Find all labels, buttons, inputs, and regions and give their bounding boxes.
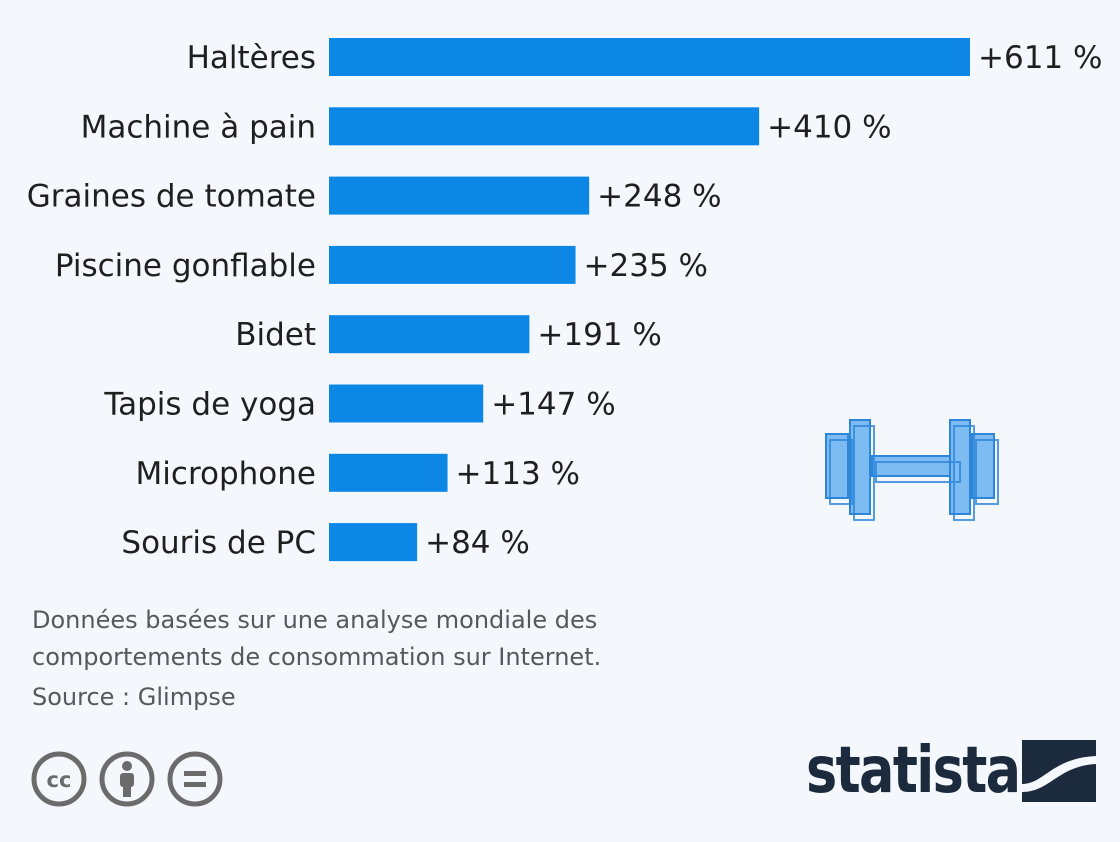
by-person-icon[interactable] — [98, 750, 156, 808]
footnote: Données basées sur une analyse mondiale … — [32, 602, 752, 676]
category-label: Piscine gonflable — [55, 248, 316, 284]
bar — [329, 245, 576, 284]
category-label: Souris de PC — [121, 525, 316, 561]
statista-logo[interactable]: statista — [806, 734, 1096, 808]
dumbbell-icon — [825, 419, 999, 521]
bar — [329, 315, 530, 354]
brand-wordmark: statista — [806, 734, 1021, 808]
footnote-text: Données basées sur une analyse mondiale … — [32, 606, 602, 671]
bar — [329, 176, 590, 215]
value-label: +410 % — [767, 109, 891, 145]
value-label: +611 % — [978, 40, 1102, 76]
cc-icon[interactable]: cc — [30, 750, 88, 808]
value-label: +248 % — [597, 179, 721, 215]
source-line: Source : Glimpse — [32, 683, 236, 711]
bar — [329, 107, 760, 146]
category-label: Tapis de yoga — [103, 387, 316, 423]
category-label: Microphone — [136, 456, 316, 492]
bar — [329, 38, 970, 76]
bars-layer: Haltères +611 % Machine à pain +410 % Graine… — [27, 38, 1102, 562]
bar-chart: Haltères +611 % Machine à pain +410 % Graine… — [27, 38, 1102, 562]
bar — [329, 384, 484, 423]
value-label: +84 % — [425, 525, 530, 561]
bar — [329, 453, 448, 492]
category-label: Bidet — [235, 317, 316, 353]
bar — [329, 523, 418, 562]
category-label: Graines de tomate — [27, 179, 316, 215]
value-label: +113 % — [456, 456, 580, 492]
category-label: Haltères — [187, 40, 316, 76]
value-label: +235 % — [584, 248, 708, 284]
value-label: +147 % — [491, 387, 615, 423]
svg-text:cc: cc — [47, 768, 72, 792]
value-label: +191 % — [537, 317, 661, 353]
category-label: Machine à pain — [81, 109, 316, 145]
nd-equals-icon[interactable] — [166, 750, 224, 808]
statista-mark-icon — [1022, 740, 1096, 802]
